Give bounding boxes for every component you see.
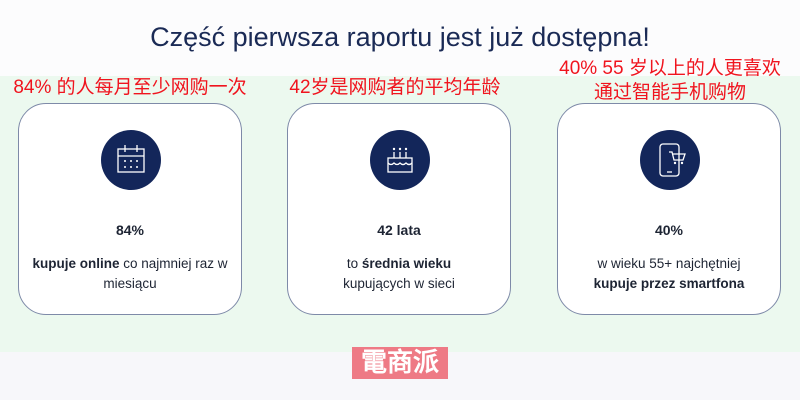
- stat-description: kupuje online co najmniej raz w miesiącu: [29, 254, 231, 294]
- smartphone-cart-icon: [640, 130, 700, 190]
- header-area: [0, 0, 800, 76]
- stat-desc-text: co najmniej raz w miesiącu: [103, 256, 228, 291]
- stat-desc-bold: średnia wieku: [361, 256, 452, 271]
- stat-value: 40%: [654, 222, 684, 238]
- stat-desc-text: kupujących w sieci: [343, 276, 455, 291]
- cake-icon: [370, 130, 430, 190]
- page-title: Część pierwsza raportu jest już dostępna…: [150, 22, 650, 52]
- calendar-icon: [101, 130, 161, 190]
- annotation-3a: 40% 55 岁以上的人更喜欢: [559, 58, 781, 79]
- watermark-logo: 電商派: [352, 347, 448, 379]
- stat-value: 42 lata: [377, 222, 421, 238]
- stat-desc-bold: kupuje przez smartfona: [593, 276, 745, 291]
- annotation-3b: 通过智能手机购物: [593, 82, 746, 103]
- stat-card-smartphone: 40% w wieku 55+ najchętniej kupuje przez…: [557, 103, 781, 315]
- stat-card-age: 42 lata to średnia wieku kupujących w si…: [287, 103, 511, 315]
- stat-card-monthly: 84% kupuje online co najmniej raz w mies…: [18, 103, 242, 315]
- stat-desc-text: w wieku 55+ najchętniej: [597, 256, 741, 271]
- stat-desc-bold: kupuje online: [32, 256, 120, 271]
- stat-description: w wieku 55+ najchętniej kupuje przez sma…: [568, 254, 770, 294]
- stat-desc-text: to: [346, 256, 362, 271]
- stat-description: to średnia wieku kupujących w sieci: [298, 254, 500, 294]
- annotation-1: 84% 的人每月至少网购一次: [13, 77, 247, 98]
- stat-value: 84%: [115, 222, 145, 238]
- annotation-2: 42岁是网购者的平均年龄: [289, 77, 501, 98]
